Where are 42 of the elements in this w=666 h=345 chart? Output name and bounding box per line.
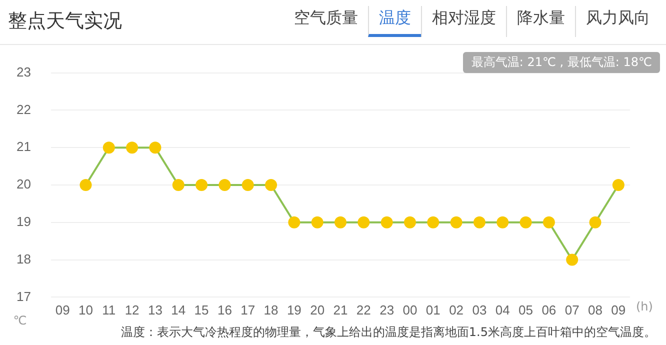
x-tick-label: 00 [402, 302, 418, 318]
y-tick-label: 17 [16, 288, 31, 304]
x-tick-label: 06 [542, 302, 556, 318]
x-tick-label: 03 [472, 302, 487, 318]
x-tick-label: 10 [78, 302, 93, 318]
x-tick-label: 09 [611, 302, 626, 318]
chart-title: 整点天气实况 [8, 9, 122, 34]
text: 相对湿度 [421, 6, 506, 37]
y-tick-label: 18 [16, 251, 31, 266]
text: 风力风向 [575, 6, 660, 37]
text: 最高气温: 21℃ , 最低气温: 18℃ [463, 52, 660, 73]
y-axis-title: ℃ [13, 313, 27, 328]
x-tick-label: 04 [495, 302, 510, 318]
y-tick-label: 20 [16, 176, 31, 192]
x-tick-label: 16 [217, 302, 232, 318]
x-tick-label: 14 [171, 302, 186, 318]
y-tick-label: 21 [16, 139, 31, 154]
x-tick-label: 05 [518, 302, 534, 318]
y-tick-label: 19 [16, 214, 31, 229]
x-tick-label: 20 [310, 302, 325, 318]
y-tick-label: 23 [16, 64, 31, 80]
x-tick-label: 08 [588, 302, 602, 318]
x-tick-label: 12 [124, 302, 140, 318]
x-tick-label: 02 [449, 302, 464, 318]
x-tick-label: 18 [264, 302, 278, 318]
text: 空气质量 [293, 7, 359, 29]
x-tick-label: 09 [55, 302, 70, 318]
x-axis-title: (h) [636, 299, 653, 314]
x-tick-label: 23 [380, 302, 394, 318]
x-tick-label: 01 [426, 302, 440, 318]
x-tick-label: 11 [102, 302, 116, 318]
x-tick-label: 22 [356, 302, 371, 318]
text: 温度 [368, 6, 421, 37]
x-tick-label: 21 [333, 302, 348, 318]
x-tick-label: 07 [564, 302, 580, 318]
text: 温度：表示大气冷热程度的物理量，气象上给出的温度是指离地面1.5米高度上百叶箱中的空气温度。 [120, 324, 656, 341]
text: 降水量 [506, 6, 575, 37]
x-tick-label: 13 [148, 302, 162, 318]
x-tick-label: 15 [194, 302, 209, 318]
x-tick-label: 19 [286, 302, 302, 318]
x-tick-label: 17 [240, 302, 256, 318]
y-tick-label: 22 [16, 102, 31, 117]
